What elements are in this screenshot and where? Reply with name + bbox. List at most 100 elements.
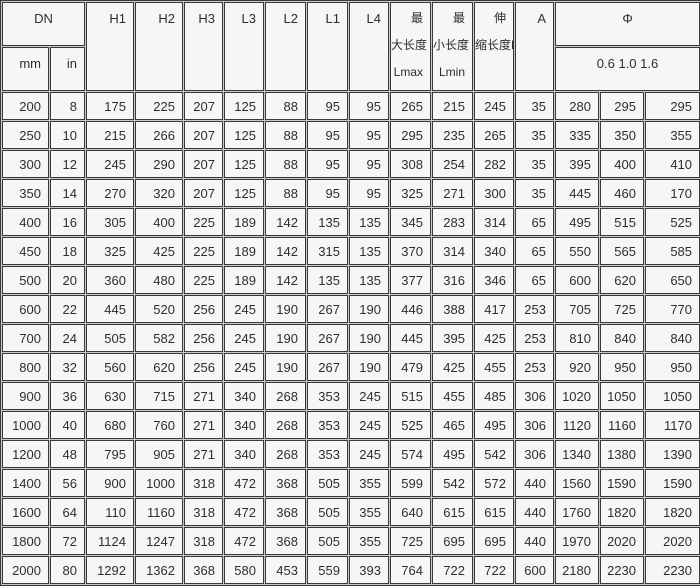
table-cell: 400 [2, 208, 49, 236]
table-cell: 12 [50, 150, 85, 178]
table-cell: 306 [515, 411, 554, 439]
table-cell: 1160 [135, 498, 183, 526]
table-cell: 170 [645, 179, 700, 207]
table-cell: 340 [224, 440, 264, 468]
table-cell: 1340 [555, 440, 599, 468]
table-cell: 1000 [135, 469, 183, 497]
table-cell: 630 [86, 382, 134, 410]
table-row: 900 36 630 715 271 340 268 353 245 515 455 485 306 10… [2, 382, 700, 410]
table-cell: 345 [390, 208, 431, 236]
table-cell: 440 [515, 527, 554, 555]
table-cell: 446 [390, 295, 431, 323]
table-cell: 16 [50, 208, 85, 236]
table-cell: 440 [515, 498, 554, 526]
table-cell: 505 [86, 324, 134, 352]
table-cell: 65 [515, 266, 554, 294]
table-cell: 245 [349, 411, 389, 439]
table-cell: 125 [224, 150, 264, 178]
table-cell: 574 [390, 440, 431, 468]
table-cell: 695 [432, 527, 473, 555]
table-cell: 505 [307, 469, 348, 497]
table-cell: 353 [307, 382, 348, 410]
table-cell: 525 [645, 208, 700, 236]
table-cell: 615 [432, 498, 473, 526]
table-cell: 207 [184, 179, 223, 207]
table-cell: 64 [50, 498, 85, 526]
table-cell: 142 [265, 266, 306, 294]
table-cell: 88 [265, 121, 306, 149]
table-cell: 20 [50, 266, 85, 294]
table-cell: 245 [474, 92, 514, 120]
table-cell: 72 [50, 527, 85, 555]
table-cell: 245 [86, 150, 134, 178]
table-cell: 271 [184, 440, 223, 468]
header-h3: H3 [184, 2, 223, 91]
table-cell: 705 [555, 295, 599, 323]
table-row: 1000 40 680 760 271 340 268 353 245 525 465 495 306 1… [2, 411, 700, 439]
table-cell: 445 [86, 295, 134, 323]
table-cell: 368 [265, 498, 306, 526]
table-cell: 1124 [86, 527, 134, 555]
table-cell: 485 [474, 382, 514, 410]
header-phi-pressures: 0.6 1.0 1.6 [555, 47, 700, 91]
table-cell: 465 [432, 411, 473, 439]
table-cell: 8 [50, 92, 85, 120]
table-cell: 393 [349, 556, 389, 584]
table-cell: 585 [645, 237, 700, 265]
table-cell: 95 [307, 92, 348, 120]
table-cell: 355 [349, 469, 389, 497]
table-cell: 1760 [555, 498, 599, 526]
table-cell: 253 [515, 295, 554, 323]
table-cell: 2230 [600, 556, 644, 584]
table-cell: 695 [474, 527, 514, 555]
table-cell: 472 [224, 498, 264, 526]
table-cell: 425 [474, 324, 514, 352]
table-cell: 355 [349, 498, 389, 526]
table-cell: 368 [184, 556, 223, 584]
table-cell: 2020 [600, 527, 644, 555]
table-cell: 95 [307, 121, 348, 149]
table-cell: 395 [432, 324, 473, 352]
table-cell: 1050 [600, 382, 644, 410]
table-cell: 620 [135, 353, 183, 381]
table-cell: 280 [555, 92, 599, 120]
table-cell: 2230 [645, 556, 700, 584]
table-cell: 215 [86, 121, 134, 149]
table-cell: 256 [184, 353, 223, 381]
table-cell: 810 [555, 324, 599, 352]
table-cell: 410 [645, 150, 700, 178]
table-cell: 271 [184, 411, 223, 439]
header-row-sub: mm in 0.6 1.0 1.6 [2, 47, 700, 91]
table-cell: 599 [390, 469, 431, 497]
table-row: 1400 56 900 1000 318 472 368 505 355 599 542 572 440… [2, 469, 700, 497]
table-cell: 35 [515, 92, 554, 120]
table-cell: 722 [432, 556, 473, 584]
table-cell: 640 [390, 498, 431, 526]
table-cell: 36 [50, 382, 85, 410]
table-cell: 620 [600, 266, 644, 294]
table-cell: 283 [432, 208, 473, 236]
header-unit-mm: mm [2, 47, 49, 91]
table-cell: 315 [307, 237, 348, 265]
table-row: 250 10 215 266 207 125 88 95 95 295 235 265 35 335 350… [2, 121, 700, 149]
table-cell: 650 [645, 266, 700, 294]
header-l4: L4 [349, 2, 389, 91]
table-cell: 265 [390, 92, 431, 120]
table-cell: 725 [390, 527, 431, 555]
table-cell: 472 [224, 527, 264, 555]
table-cell: 110 [86, 498, 134, 526]
table-cell: 314 [474, 208, 514, 236]
table-row: 1800 72 1124 1247 318 472 368 505 355 725 695 695 44… [2, 527, 700, 555]
table-header: DN H1 H2 H3 L3 L2 L1 L4 最 大长度 Lmax 最 小长度… [2, 2, 700, 91]
table-cell: 515 [600, 208, 644, 236]
table-row: 600 22 445 520 256 245 190 267 190 446 388 417 253 70… [2, 295, 700, 323]
table-row: 450 18 325 425 225 189 142 315 135 370 314 340 65 550… [2, 237, 700, 265]
table-cell: 95 [349, 121, 389, 149]
table-cell: 460 [600, 179, 644, 207]
table-cell: 325 [86, 237, 134, 265]
table-cell: 65 [515, 208, 554, 236]
header-min-length-line1: 最 [452, 11, 465, 25]
table-cell: 355 [349, 527, 389, 555]
table-cell: 189 [224, 266, 264, 294]
table-cell: 300 [2, 150, 49, 178]
